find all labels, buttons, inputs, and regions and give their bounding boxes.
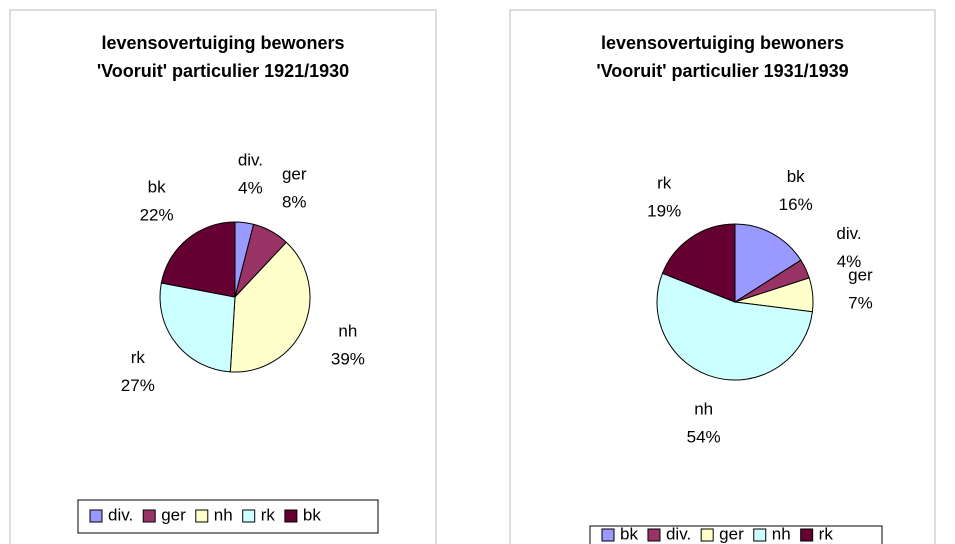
slice-label: bk <box>148 178 166 197</box>
legend-label: div. <box>108 505 133 524</box>
legend-label: ger <box>719 524 744 543</box>
pie-slice <box>159 282 236 373</box>
legend-label: rk <box>261 505 276 524</box>
legend-label: div. <box>666 524 691 543</box>
legend-swatch <box>142 509 156 523</box>
slice-value-label: 7% <box>848 294 873 313</box>
chart-title: 'Vooruit' particulier 1921/1930 <box>97 61 349 81</box>
chart-title: levensovertuiging bewoners <box>101 33 344 53</box>
legend-label: nh <box>214 505 233 524</box>
slice-value-label: 4% <box>837 252 862 271</box>
pie-slice <box>656 272 813 381</box>
slice-label: nh <box>694 400 713 419</box>
pie-slice <box>160 221 236 298</box>
legend-swatch <box>89 509 103 523</box>
slice-label: ger <box>282 165 307 184</box>
slice-value-label: 4% <box>238 178 263 197</box>
slice-value-label: 39% <box>331 349 365 368</box>
slice-label: ger <box>848 266 873 285</box>
legend-swatch <box>753 528 767 542</box>
slice-label: div. <box>836 224 861 243</box>
legend-swatch <box>800 528 814 542</box>
chart-title: 'Vooruit' particulier 1931/1939 <box>596 61 848 81</box>
slice-value-label: 54% <box>687 428 721 447</box>
legend-swatch <box>601 528 615 542</box>
legend-box <box>77 499 379 534</box>
slice-label: nh <box>338 321 357 340</box>
legend-swatch <box>284 509 298 523</box>
slice-label: div. <box>238 150 263 169</box>
legend-label: bk <box>303 505 321 524</box>
legend-label: ger <box>161 505 186 524</box>
pie-slice <box>229 241 311 373</box>
legend-label: nh <box>772 524 791 543</box>
slice-value-label: 19% <box>647 201 681 220</box>
pie-slice <box>661 223 736 303</box>
legend-swatch <box>242 509 256 523</box>
pie-slice <box>734 223 802 303</box>
legend-swatch <box>700 528 714 542</box>
slice-value-label: 16% <box>779 195 813 214</box>
slice-value-label: 8% <box>282 193 307 212</box>
legend-label: bk <box>620 524 638 543</box>
slice-label: bk <box>787 167 805 186</box>
slice-value-label: 27% <box>121 376 155 395</box>
legend-label: rk <box>819 524 834 543</box>
slice-label: rk <box>657 173 672 192</box>
chart-title: levensovertuiging bewoners <box>601 33 844 53</box>
legend-swatch <box>647 528 661 542</box>
legend-swatch <box>195 509 209 523</box>
slice-value-label: 22% <box>140 206 174 225</box>
slice-label: rk <box>131 348 146 367</box>
